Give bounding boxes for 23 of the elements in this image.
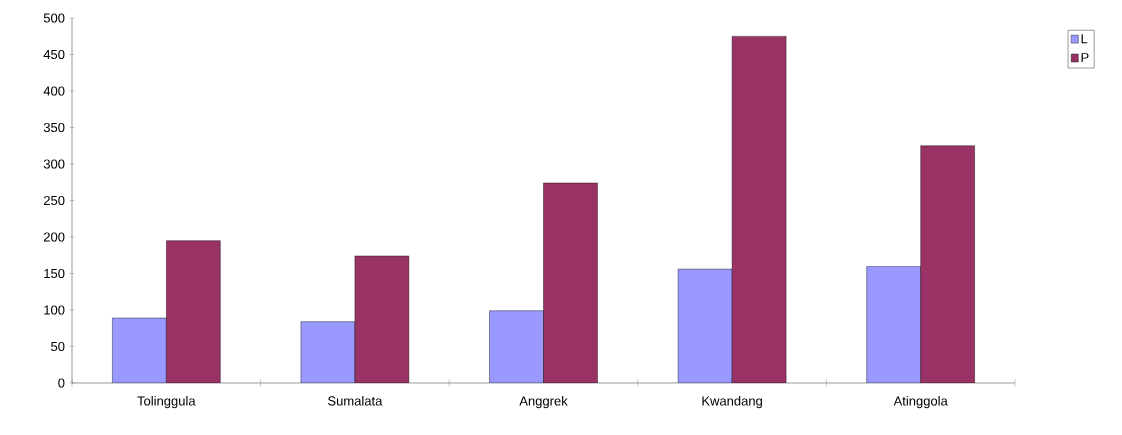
y-tick-label: 250 [43,195,65,206]
bar [354,255,409,383]
legend-label: P [1081,53,1089,63]
x-tick-label: Anggrek [519,396,568,409]
bar [920,145,975,383]
x-tick-label: Kwandang [702,396,762,409]
bar [732,36,787,383]
y-tick-label: 300 [43,159,65,169]
bar [166,240,221,383]
y-tick-label: 450 [43,49,65,60]
y-tick-label: 500 [43,13,65,23]
y-tick-label: 0 [58,378,65,388]
y-tick-label: 50 [51,341,65,352]
y-tick-label: 350 [43,122,65,133]
legend-label: L [1081,34,1088,44]
x-tick-label: Atinggola [893,396,948,409]
y-tick-label: 200 [43,232,65,242]
y-tick-label: 400 [43,86,65,96]
x-tick-label: Sumalata [328,396,383,406]
y-tick-label: 150 [44,268,65,279]
bar [543,182,598,383]
x-tick-label: Tolinggula [137,396,196,409]
y-tick-label: 100 [44,305,65,315]
